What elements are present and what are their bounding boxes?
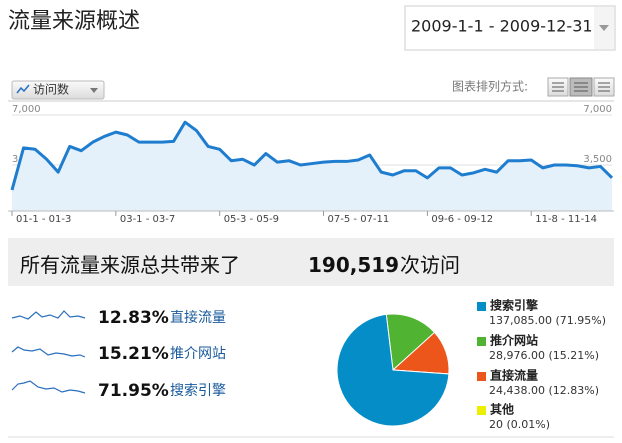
layout-buttons xyxy=(547,77,615,97)
legend-label: 其他 xyxy=(490,402,514,417)
y-tick-label: 3,500 xyxy=(583,154,612,165)
source-link[interactable]: 直接流量 xyxy=(170,309,226,326)
x-tick-label: 05-3 - 05-9 xyxy=(224,214,279,225)
metric-label: 访问数 xyxy=(33,82,69,97)
x-tick-label: 03-1 - 03-7 xyxy=(120,214,175,225)
source-percent: 12.83% xyxy=(98,308,169,328)
metric-arrow xyxy=(90,88,98,93)
source-link[interactable]: 搜索引擎 xyxy=(170,382,226,399)
legend-swatch xyxy=(477,406,486,415)
source-percent: 71.95% xyxy=(98,381,169,401)
date-picker[interactable] xyxy=(404,5,616,51)
x-tick-label: 01-1 - 01-3 xyxy=(16,214,71,225)
dropdown-arrow xyxy=(599,25,609,31)
y-tick-label: 7,000 xyxy=(583,104,612,115)
pie-slice xyxy=(385,313,436,372)
x-tick-label: 07-5 - 07-11 xyxy=(328,214,390,225)
x-tick-label: 11-8 - 11-14 xyxy=(535,214,597,225)
source-percent: 15.21% xyxy=(98,344,169,364)
layout-label: 图表排列方式: xyxy=(452,79,528,94)
source-list: 12.83% 直接流量 15.21% 推介网站 71.95% 搜索引擎 xyxy=(98,308,226,401)
line xyxy=(10,120,614,191)
area xyxy=(12,122,612,211)
legend-swatch xyxy=(477,372,486,381)
x-tick-label: 09-6 - 09-12 xyxy=(431,214,493,225)
pie-slice xyxy=(336,313,450,427)
source-link[interactable]: 推介网站 xyxy=(170,346,226,362)
legend-value: 137,085.00 (71.95%) xyxy=(489,314,606,327)
date-range: 2009-1-1 - 2009-12-31 xyxy=(411,17,593,36)
sparkline xyxy=(11,380,86,394)
legend-label: 推介网站 xyxy=(490,333,538,348)
legend-label: 搜索引擎 xyxy=(490,298,538,313)
layout-icon xyxy=(552,82,610,92)
summary-bar xyxy=(8,238,614,286)
legend-value: 28,976.00 (15.21%) xyxy=(489,349,599,362)
metric-icon xyxy=(16,84,30,94)
legend-swatch xyxy=(477,337,486,346)
summary-total: 190,519 xyxy=(308,253,399,277)
sparkline xyxy=(11,346,86,358)
legend-value: 20 (0.01%) xyxy=(489,418,550,431)
sparklines xyxy=(11,310,86,394)
sparkline xyxy=(11,310,86,320)
y-tick-label: 7,000 xyxy=(12,104,41,115)
summary-suffix: 次访问 xyxy=(400,253,460,277)
legend-value: 24,438.00 (12.83%) xyxy=(489,384,599,397)
metric-button[interactable] xyxy=(11,80,105,100)
summary-prefix: 所有流量来源总共带来了 xyxy=(20,253,240,277)
legend-label: 直接流量 xyxy=(490,368,538,383)
legend-swatch xyxy=(477,302,486,311)
page-title: 流量来源概述 xyxy=(8,9,140,34)
summary-text: 所有流量来源总共带来了 190,519 次访问 xyxy=(20,253,460,277)
